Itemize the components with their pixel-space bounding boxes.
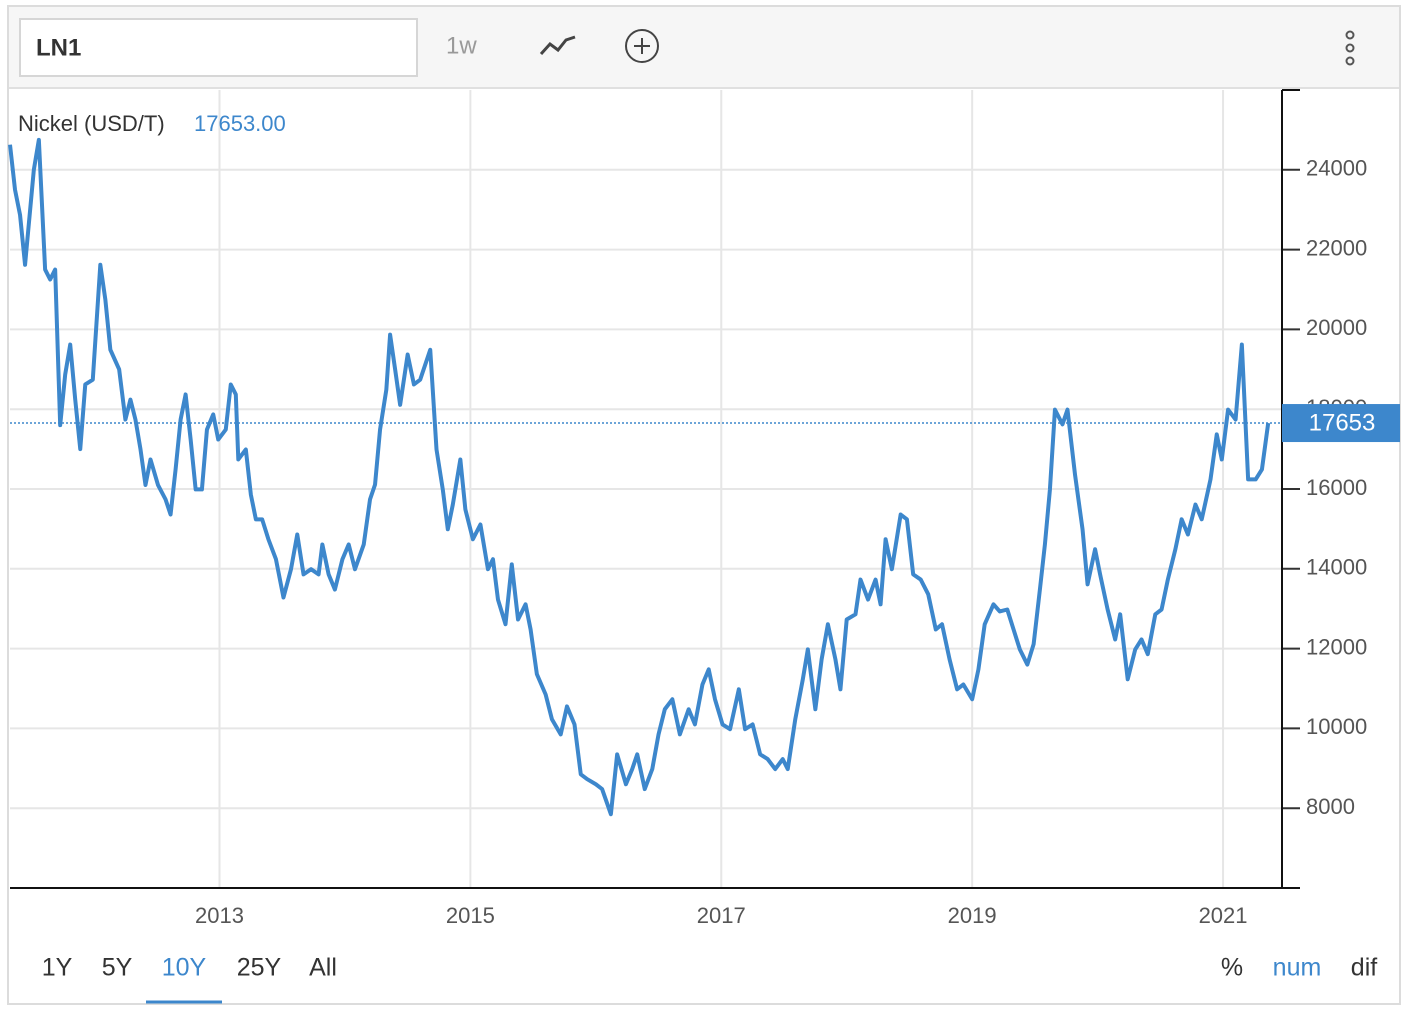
y-tick-label: 16000 [1306,475,1367,500]
menu-icon[interactable] [1345,30,1355,66]
widget-frame [7,5,1401,1005]
symbol-text: LN1 [36,34,81,61]
y-tick-label: 8000 [1306,794,1355,819]
x-tick-label: 2021 [1199,903,1248,928]
y-tick-label: 12000 [1306,634,1367,659]
x-tick-label: 2015 [446,903,495,928]
plot: 2013 2015 2017 2019 2021 8000 10000 12000 14000 1… [8,89,1400,928]
add-icon[interactable] [625,29,659,63]
symbol-input[interactable] [19,18,418,77]
y-tick-label: 20000 [1306,315,1367,340]
y-tick-label: 14000 [1306,555,1367,580]
range-button[interactable]: 1Y [42,954,73,982]
interval-button[interactable]: 1w [446,32,477,59]
x-tick-label: 2017 [697,903,746,928]
y-tick-label: 24000 [1306,156,1367,181]
mode-button[interactable]: num [1273,954,1322,982]
x-tick-label: 2019 [948,903,997,928]
y-tick-label: 10000 [1306,714,1367,739]
chart-title: Nickel (USD/T) [18,111,165,136]
chart-type-icon[interactable] [539,35,576,56]
y-tick-label: 22000 [1306,235,1367,260]
x-tick-label: 2013 [195,903,244,928]
range-button[interactable]: 10Y [162,954,207,982]
range-button[interactable]: All [309,954,337,982]
last-price-title: 17653.00 [194,111,286,136]
mode-button[interactable]: dif [1351,954,1377,982]
mode-button[interactable]: % [1221,954,1243,982]
price-line [8,137,1271,817]
range-button[interactable]: 5Y [102,954,133,982]
last-price-tag-label: 17653 [1309,409,1376,436]
last-price-tag [1282,404,1400,443]
range-button[interactable]: 25Y [237,954,282,982]
